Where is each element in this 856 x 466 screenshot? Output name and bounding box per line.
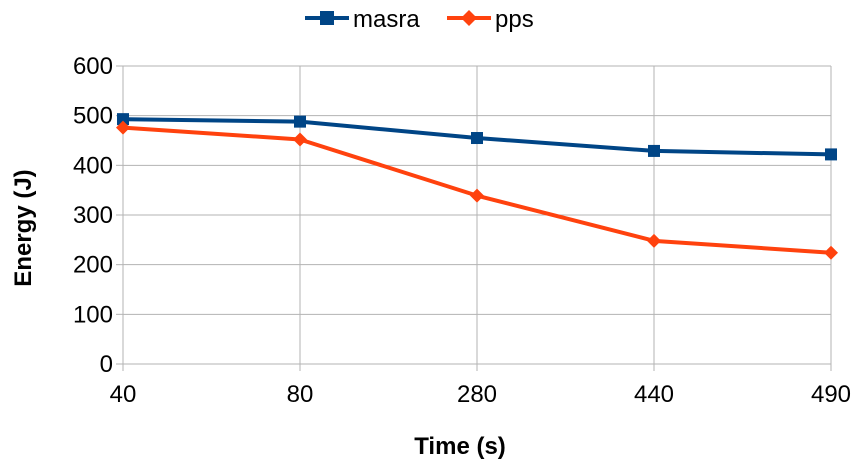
legend-label: pps [495, 6, 534, 33]
x-tick-label: 490 [811, 381, 851, 408]
series-pps [116, 120, 838, 260]
data-point-pps [824, 245, 838, 260]
y-tick-label: 600 [73, 53, 113, 80]
data-point-pps [470, 188, 484, 203]
legend: masra pps [305, 6, 534, 33]
data-point-masra [471, 132, 483, 145]
series-layer [116, 113, 838, 260]
series-masra [117, 113, 837, 161]
y-tick-label: 200 [73, 252, 113, 279]
x-axis-title: Time (s) [414, 433, 506, 460]
y-tick-label: 300 [73, 202, 113, 229]
data-point-masra [648, 144, 660, 157]
data-point-pps [647, 233, 661, 248]
y-tick-label: 0 [100, 351, 113, 378]
legend-item-masra: masra [305, 6, 420, 33]
y-tick-label: 100 [73, 301, 113, 328]
x-tick-label: 280 [457, 381, 497, 408]
legend-item-pps: pps [447, 6, 534, 33]
x-axis-ticks: 40 80 280 440 490 [110, 381, 851, 408]
y-axis-title: Energy (J) [10, 169, 37, 286]
data-point-masra [294, 115, 306, 128]
data-point-masra [825, 148, 837, 161]
data-point-pps [116, 120, 130, 135]
data-point-pps [293, 132, 307, 147]
y-axis-ticks: 0 100 200 300 400 500 600 [73, 53, 113, 378]
x-tick-label: 440 [634, 381, 674, 408]
data-point-masra [117, 113, 129, 126]
grid-lines [116, 65, 832, 371]
legend-marker [320, 11, 334, 25]
x-tick-label: 40 [110, 381, 137, 408]
y-tick-label: 400 [73, 152, 113, 179]
y-tick-label: 500 [73, 103, 113, 130]
legend-label: masra [353, 6, 420, 33]
x-tick-label: 80 [287, 381, 314, 408]
legend-marker [461, 10, 477, 26]
